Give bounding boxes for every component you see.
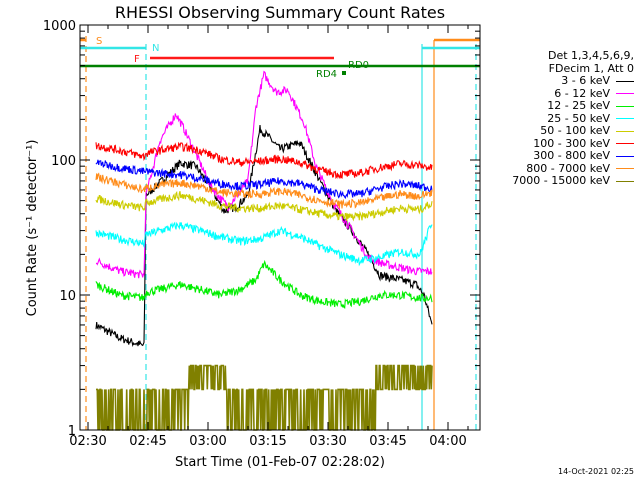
series-3-6-kev-line bbox=[95, 124, 433, 348]
x-axis: 02:30 02:45 03:00 03:15 03:30 03:45 04:00 bbox=[69, 25, 469, 449]
chart-title: RHESSI Observing Summary Count Rates bbox=[115, 3, 445, 22]
series-25-50-kev-line bbox=[95, 221, 433, 267]
legend-items: 3 - 6 keV 6 - 12 keV 12 - 25 keV 25 - 50 ke… bbox=[474, 74, 634, 188]
x-tick-label: 04:00 bbox=[429, 434, 466, 449]
series-50-100-kev-line bbox=[95, 191, 433, 222]
legend-item: 25 - 50 keV bbox=[474, 111, 634, 126]
legend: Det 1,3,4,5,6,9, FDecim 1, Att 0 3 - 6 k… bbox=[474, 49, 634, 188]
data-series bbox=[95, 70, 433, 431]
flare-flag-label: F bbox=[134, 54, 140, 65]
y-axis: 1 10 100 1000 bbox=[43, 19, 480, 439]
x-axis-label: Start Time (01-Feb-07 02:28:02) bbox=[175, 455, 385, 470]
legend-item-label: 25 - 50 keV bbox=[547, 111, 610, 125]
legend-item: 300 - 800 keV bbox=[474, 149, 634, 163]
series-800-7000-kev-line bbox=[95, 172, 433, 209]
y-tick-label: 1000 bbox=[43, 19, 76, 34]
series-300-800-kev-line bbox=[95, 159, 433, 200]
legend-item-label: 100 - 300 keV bbox=[533, 136, 610, 150]
x-tick-label: 03:00 bbox=[189, 434, 226, 449]
legend-item-label: 12 - 25 keV bbox=[547, 99, 610, 112]
y-tick-label: 100 bbox=[51, 154, 76, 169]
legend-item-label: 3 - 6 keV bbox=[561, 74, 610, 87]
series-100-300-kev-line bbox=[95, 141, 433, 180]
rd0-flag-label: RD0 bbox=[348, 60, 369, 71]
legend-swatch bbox=[616, 118, 634, 120]
observing-flags: S N F RD0 RD4 bbox=[80, 36, 480, 430]
y-tick-label: 1 bbox=[68, 424, 76, 439]
y-tick-label: 10 bbox=[59, 289, 76, 304]
plot-frame bbox=[79, 24, 481, 431]
legend-swatch bbox=[616, 168, 634, 170]
legend-item: 7000 - 15000 keV bbox=[474, 174, 634, 188]
legend-item-label: 7000 - 15000 keV bbox=[512, 174, 610, 187]
legend-swatch bbox=[616, 143, 634, 145]
x-tick-label: 03:30 bbox=[309, 434, 346, 449]
legend-item-label: 800 - 7000 keV bbox=[526, 161, 610, 175]
legend-item: 100 - 300 keV bbox=[474, 136, 634, 151]
legend-header-2: FDecim 1, Att 0 bbox=[548, 61, 634, 75]
series-12-25-kev-line bbox=[95, 259, 433, 309]
legend-item-label: 50 - 100 keV bbox=[540, 124, 610, 137]
night-flag-label: N bbox=[152, 43, 159, 54]
legend-header-1: Det 1,3,4,5,6,9, bbox=[547, 49, 634, 62]
x-tick-label: 03:45 bbox=[369, 434, 406, 449]
legend-item: 12 - 25 keV bbox=[474, 99, 634, 113]
y-axis-label: Count Rate (s⁻¹ detector⁻¹) bbox=[25, 140, 40, 317]
legend-item: 3 - 6 keV bbox=[474, 74, 634, 88]
legend-item-label: 6 - 12 keV bbox=[554, 86, 610, 100]
legend-swatch bbox=[616, 80, 634, 82]
legend-swatch bbox=[616, 130, 634, 132]
legend-item-label: 300 - 800 keV bbox=[533, 149, 610, 162]
footer-date: 14-Oct-2021 02:25 bbox=[558, 467, 634, 476]
x-tick-label: 02:30 bbox=[69, 434, 106, 449]
saa-flag-label: S bbox=[96, 36, 102, 47]
legend-item: 800 - 7000 keV bbox=[474, 161, 634, 176]
x-tick-label: 03:15 bbox=[249, 434, 286, 449]
legend-item: 6 - 12 keV bbox=[474, 86, 634, 101]
legend-item: 50 - 100 keV bbox=[474, 124, 634, 138]
legend-swatch bbox=[616, 105, 634, 107]
legend-swatch bbox=[616, 180, 634, 182]
x-tick-label: 02:45 bbox=[129, 434, 166, 449]
rd4-flag-label: RD4 bbox=[316, 69, 337, 80]
rd4-marker bbox=[342, 71, 346, 75]
legend-swatch bbox=[616, 155, 634, 157]
legend-swatch bbox=[616, 93, 634, 95]
